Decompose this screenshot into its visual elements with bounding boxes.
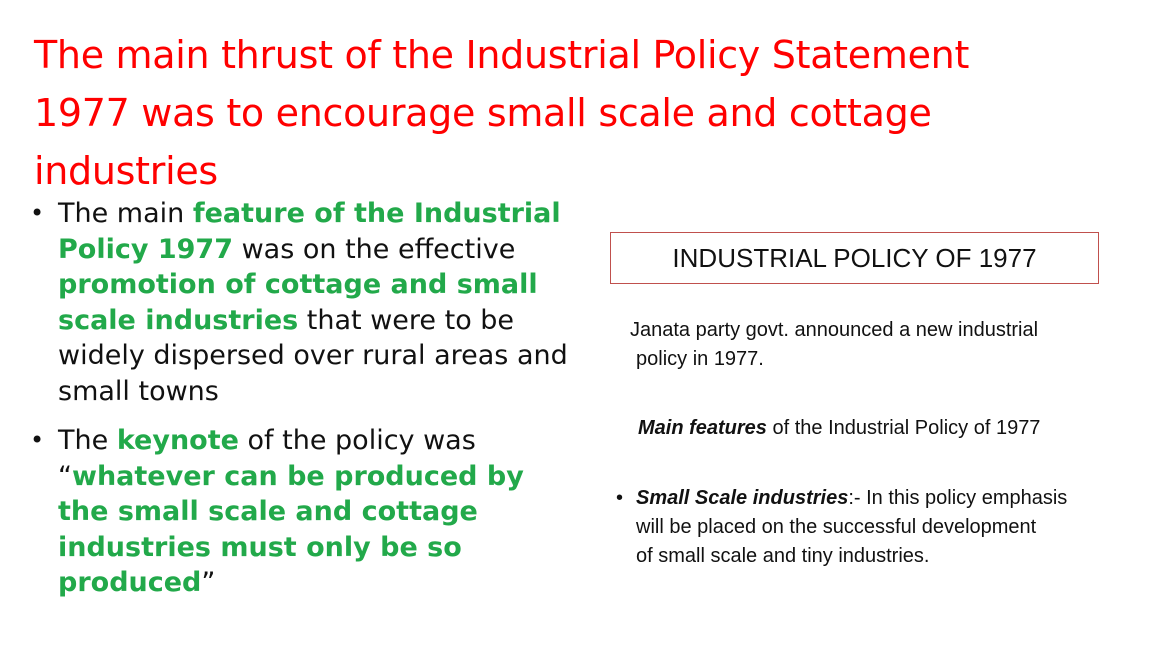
ssi-line-2: will be placed on the successful develop… bbox=[636, 516, 1037, 538]
bullet-text: The main bbox=[58, 198, 193, 229]
slide-title: The main thrust of the Industrial Policy… bbox=[34, 26, 1144, 200]
bullet-dot-icon: • bbox=[616, 487, 624, 509]
bullet-text: The bbox=[58, 425, 117, 456]
bullet-dot-icon: • bbox=[30, 426, 45, 454]
highlight-text: whatever can be produced by the small sc… bbox=[58, 460, 524, 599]
intro-line-1: Janata party govt. announced a new indus… bbox=[630, 319, 1039, 341]
intro-paragraph: Janata party govt. announced a new indus… bbox=[616, 316, 1130, 374]
features-heading: Main features of the Industrial Policy o… bbox=[616, 414, 1138, 443]
features-bold: Main features bbox=[638, 417, 767, 439]
bullet-text: that were to be widely dispersed over ru… bbox=[58, 304, 568, 407]
bullet-text: was on the effective bbox=[233, 233, 516, 265]
bullet-feature: • The main feature of the Industrial Pol… bbox=[30, 196, 570, 409]
policy-heading-label: INDUSTRIAL POLICY OF 1977 bbox=[672, 242, 1037, 273]
features-rest: of the Industrial Policy of 1977 bbox=[766, 417, 1041, 439]
intro-line-2: policy in 1977. bbox=[636, 348, 764, 370]
policy-heading-box: INDUSTRIAL POLICY OF 1977 bbox=[610, 232, 1099, 284]
ssi-line-1: :- In this policy emphasis bbox=[848, 487, 1068, 509]
ssi-bold: Small Scale industries bbox=[636, 487, 849, 509]
bullet-dot-icon: • bbox=[30, 199, 45, 227]
bullet-text: of the policy was “ bbox=[58, 425, 476, 492]
title-line-1: The main thrust of the Industrial Policy… bbox=[34, 33, 970, 77]
bullet-keynote: • The keynote of the policy was “whateve… bbox=[30, 423, 570, 601]
ssi-line-3: of small scale and tiny industries. bbox=[636, 545, 930, 567]
bullet-list: • The main feature of the Industrial Pol… bbox=[30, 196, 570, 615]
highlight-text: promotion of cottage and small scale ind… bbox=[58, 269, 538, 336]
highlight-text: feature of the Industrial Policy 1977 bbox=[58, 198, 561, 265]
bullet-text: ” bbox=[201, 567, 216, 598]
highlight-text: keynote bbox=[116, 425, 239, 456]
title-line-3: industries bbox=[34, 149, 218, 193]
ssi-bullet: • Small Scale industries:- In this policy… bbox=[616, 484, 1116, 571]
title-line-2: 1977 was to encourage small scale and co… bbox=[34, 91, 932, 135]
